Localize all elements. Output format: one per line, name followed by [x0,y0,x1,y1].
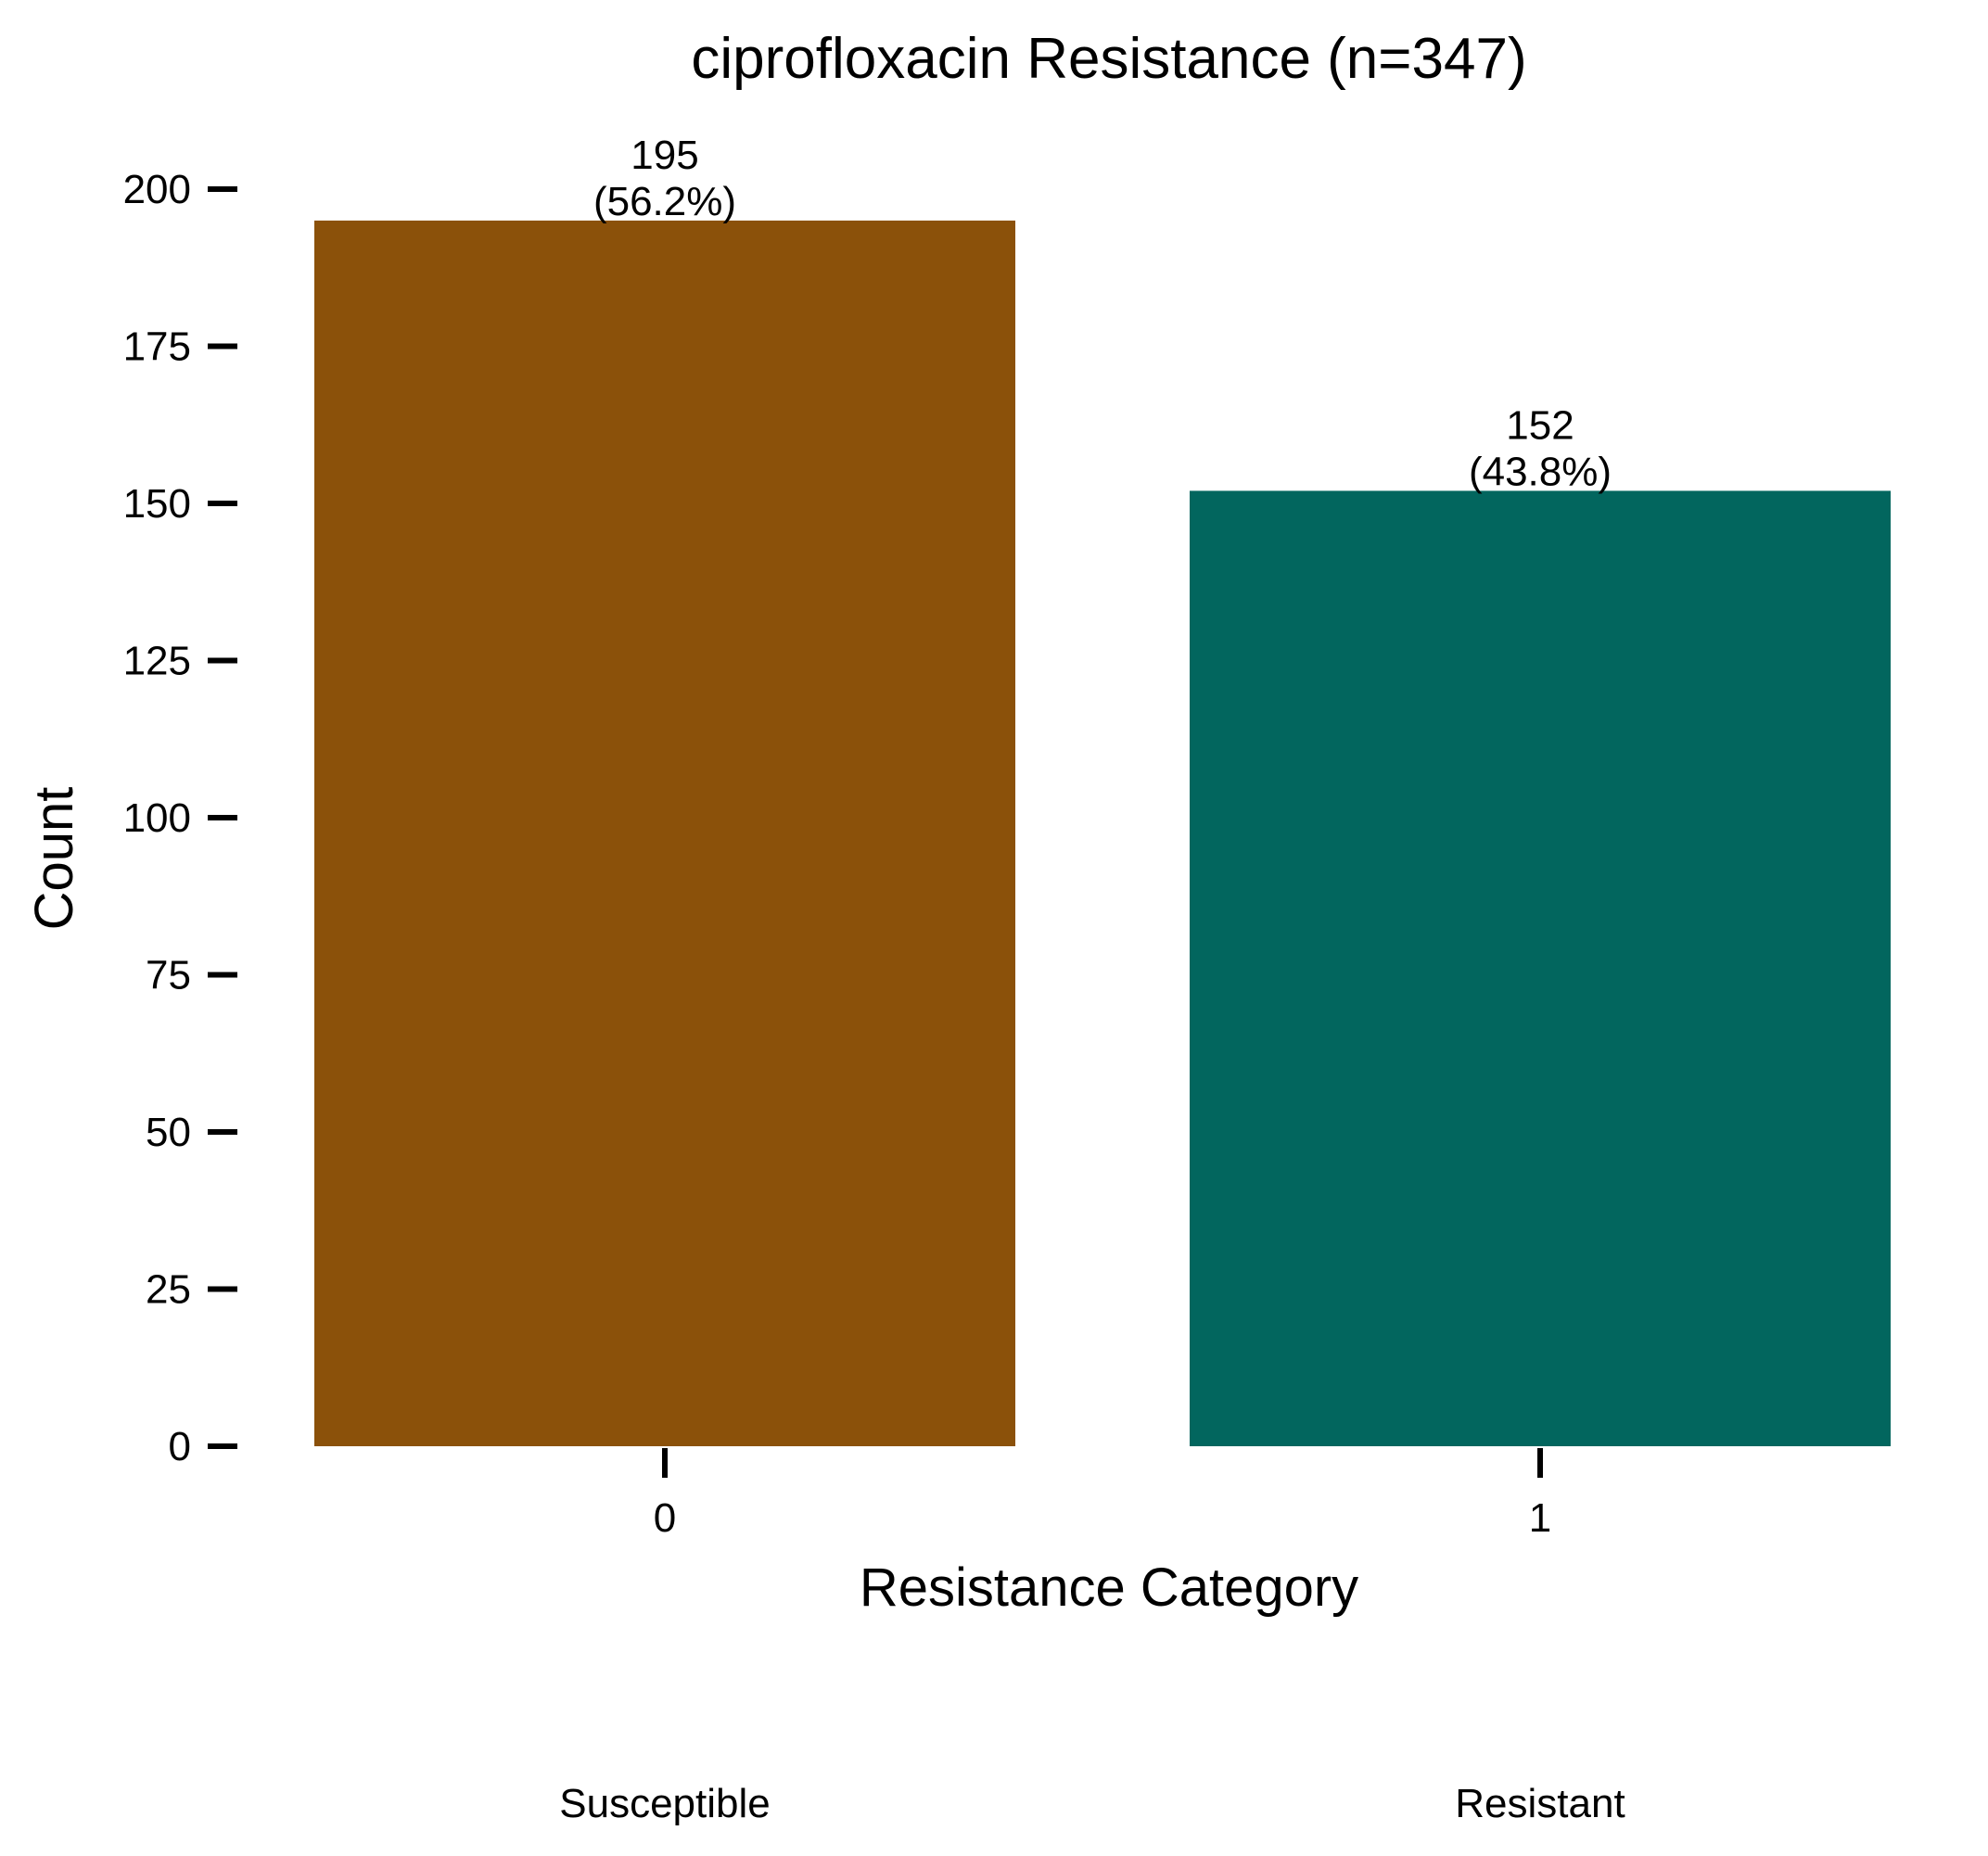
bar-percent-label: (56.2%) [593,179,736,224]
chart-title: ciprofloxacin Resistance (n=347) [691,27,1526,91]
y-axis: 0 25 50 75 100 125 150 175 200 [123,167,237,1469]
x-tick-label: 1 [1529,1495,1551,1541]
y-tick-label: 150 [123,481,191,527]
category-names-group: Susceptible Resistant [559,1781,1625,1826]
y-tick-label: 175 [123,324,191,370]
y-tick-label: 50 [146,1110,191,1155]
category-name-label: Susceptible [559,1781,770,1826]
bar-value-label: 195 [631,133,698,178]
y-tick-label: 100 [123,795,191,841]
bars-group [314,220,1891,1447]
y-tick-label: 75 [146,953,191,998]
y-tick-label: 0 [169,1424,191,1469]
x-axis-label: Resistance Category [860,1557,1358,1618]
x-tick-label: 0 [654,1495,676,1541]
data-labels-group: 195(56.2%) 152(43.8%) [593,133,1612,495]
y-tick-label: 25 [146,1267,191,1313]
bar-percent-label: (43.8%) [1469,449,1612,494]
y-tick-label: 125 [123,639,191,684]
category-name-label: Resistant [1455,1781,1625,1826]
bar-0 [314,220,1015,1446]
bar-value-label: 152 [1506,402,1574,448]
y-axis-label: Count [24,787,84,931]
bar-1 [1190,490,1891,1447]
y-tick-label: 200 [123,167,191,212]
